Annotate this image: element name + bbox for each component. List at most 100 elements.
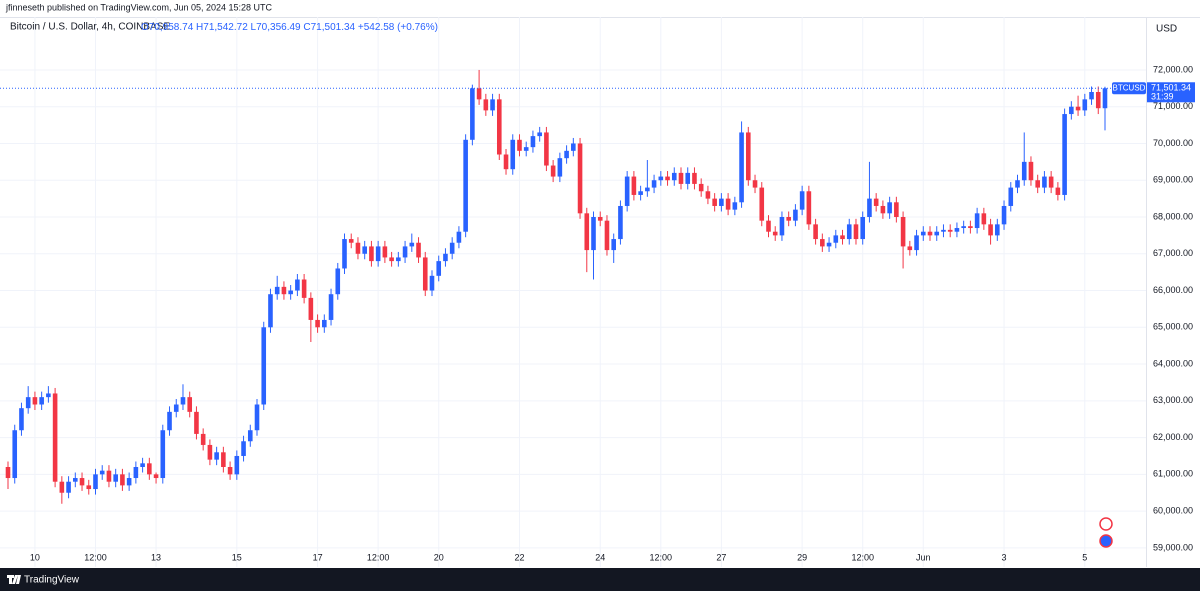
candle-body	[99, 470, 105, 475]
x-tick-label: 13	[151, 552, 161, 562]
candle-body	[207, 444, 213, 460]
candle-body	[1082, 99, 1088, 111]
candle-body	[59, 481, 65, 493]
candle-body	[692, 172, 697, 184]
candle-body	[651, 180, 657, 188]
icon[interactable]	[1099, 534, 1113, 548]
x-tick-label: 15	[232, 552, 242, 562]
candle-body	[1102, 88, 1108, 109]
candle-body	[32, 397, 38, 405]
currency[interactable]: USD	[1156, 24, 1177, 35]
candle-body	[187, 397, 193, 412]
symbol-tag-bg	[1112, 82, 1146, 95]
candle-body	[268, 294, 273, 328]
x-tick-label: 12:00	[851, 552, 874, 562]
candle-body	[221, 452, 226, 467]
candle-body	[927, 231, 933, 236]
close-label: C71,501.34	[303, 22, 355, 33]
candle-body	[907, 246, 913, 251]
candle-body	[308, 297, 314, 320]
candle-body	[746, 132, 751, 181]
candle-body	[914, 235, 919, 251]
candle-body	[1069, 106, 1074, 115]
candle-body	[167, 411, 172, 431]
y-tick-label: 72,000.00	[1153, 64, 1193, 74]
candle-body	[126, 478, 132, 486]
candle-body	[934, 231, 940, 236]
candle-body	[685, 172, 691, 184]
candle-body	[335, 268, 341, 295]
candle-body	[995, 224, 1000, 236]
candle-body	[557, 158, 563, 177]
candle-body	[52, 393, 58, 482]
x-tick-label: 3	[1002, 552, 1007, 562]
x-tick-label: 17	[313, 552, 323, 562]
candle-body	[79, 478, 85, 486]
candle-body	[120, 474, 125, 486]
candle-body	[247, 430, 253, 442]
candle-body	[1001, 205, 1007, 225]
candle-body	[194, 411, 199, 434]
candle-body	[214, 452, 219, 460]
candle-body	[402, 246, 408, 258]
candle-body	[631, 176, 637, 195]
candle-body	[611, 239, 616, 251]
symbol-tag: BTCUSD	[1113, 83, 1146, 92]
candle-body	[200, 433, 206, 445]
x-tick-label: 5	[1082, 552, 1087, 562]
candle-body	[981, 213, 987, 225]
candle-body	[853, 224, 859, 240]
publish-bar	[0, 0, 1200, 17]
candle-body	[46, 393, 51, 398]
candle-body	[39, 397, 44, 405]
candle-body	[833, 235, 839, 243]
y-tick-label: 61,000.00	[1153, 469, 1193, 479]
candle-body	[274, 286, 280, 295]
candle-body	[463, 139, 468, 232]
candle-body	[322, 319, 327, 328]
x-tick-label: 24	[595, 552, 605, 562]
icon[interactable]	[1099, 517, 1113, 531]
y-tick-label: 71,000.00	[1153, 101, 1193, 111]
candle-body	[867, 198, 872, 217]
candle-body	[1062, 114, 1067, 195]
candle-body	[604, 220, 610, 251]
footer-bar	[0, 568, 1200, 591]
candle-body	[19, 408, 24, 431]
candle-body	[173, 404, 179, 412]
candle-body	[900, 217, 906, 247]
candle-body	[1048, 176, 1054, 188]
candle-body	[288, 290, 293, 295]
candle-body	[941, 229, 946, 232]
candle-body	[496, 99, 502, 155]
candle-body	[490, 99, 495, 111]
x-tick-label: 22	[514, 552, 524, 562]
candle-body	[1028, 161, 1034, 181]
candle-body	[449, 242, 455, 254]
candle-body	[227, 467, 233, 475]
candle-body	[1042, 176, 1047, 188]
candle-body	[456, 231, 462, 243]
candle-body	[436, 261, 442, 276]
candle-body	[968, 226, 973, 229]
y-tick-label: 64,000.00	[1153, 358, 1193, 368]
candle-body	[510, 139, 516, 170]
candle-body	[961, 226, 966, 229]
candle-body	[328, 294, 334, 320]
candle-body	[894, 202, 899, 217]
y-tick-label: 60,000.00	[1153, 505, 1193, 515]
candle-body	[887, 202, 892, 214]
candle-body	[597, 217, 603, 221]
candle-body	[362, 246, 367, 254]
candle-body	[1021, 161, 1027, 181]
publisher: jfinneseth published on TradingView.com,…	[5, 2, 273, 12]
candle-body	[826, 242, 832, 247]
candle-body	[1035, 180, 1040, 188]
candle-body	[476, 88, 482, 100]
candle-body	[719, 198, 724, 206]
candle-body	[974, 213, 980, 229]
candle-body	[261, 327, 267, 405]
candle-body	[153, 474, 159, 479]
price-tag-bg	[1147, 82, 1195, 103]
candle-body	[375, 246, 381, 262]
